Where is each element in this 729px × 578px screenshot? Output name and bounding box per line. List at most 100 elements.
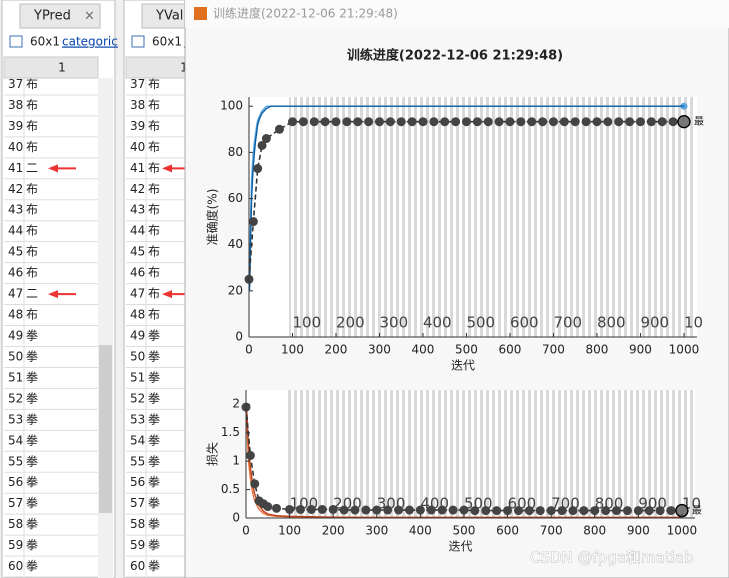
x-tick-label: 800 [583,524,606,538]
x-tick-label: 700 [540,524,563,538]
point-marker [426,505,436,515]
cell[interactable]: 拳 [26,516,38,531]
cell[interactable]: 拳 [148,495,160,510]
row-number: 52 [8,391,23,405]
tab-close[interactable]: × [84,9,95,24]
tab-label[interactable]: YValid [155,9,195,24]
cell[interactable]: 布 [148,98,160,112]
x-tick-label: 1000 [669,343,700,357]
cell[interactable]: 布 [26,224,38,238]
class-link[interactable]: categoric [62,35,118,49]
row-number: 48 [8,308,23,322]
cell[interactable]: 布 [148,203,160,217]
tab[interactable] [19,3,101,29]
cell[interactable]: 布 [148,245,160,259]
tab[interactable] [141,3,222,29]
cell[interactable]: 拳 [26,411,38,426]
row-number: 50 [130,349,145,363]
cell[interactable]: 拳 [26,348,38,363]
cell[interactable]: 拳 [26,558,38,573]
cell[interactable]: 布 [26,182,38,196]
var-icon [9,35,23,48]
cell[interactable]: 布 [26,308,38,322]
cell[interactable]: 布 [148,119,160,133]
cell[interactable]: 拳 [148,516,160,531]
cell[interactable]: 拳 [26,390,38,405]
cell[interactable]: 布 [148,224,160,238]
row-number: 59 [8,538,23,552]
row-number: 41 [130,161,145,175]
cell[interactable]: 拳 [26,537,38,552]
row-number: 59 [130,538,145,552]
epoch-label: 800 [597,314,626,332]
row-number: 38 [8,98,23,112]
y-tick-label: 20 [228,283,243,297]
point-marker [317,504,327,514]
cell[interactable]: 拳 [148,432,160,447]
cell[interactable]: 布 [148,161,160,175]
cell[interactable]: 布 [26,77,38,91]
cell[interactable]: 布 [26,203,38,217]
cell[interactable]: 拳 [26,495,38,510]
cell[interactable]: 拳 [148,453,160,468]
cell[interactable]: 拳 [148,474,160,489]
cell[interactable]: 拳 [26,369,38,384]
y-tick-label: 1 [232,454,240,468]
row-number: 47 [8,287,23,301]
cell[interactable]: 拳 [26,474,38,489]
cell[interactable]: 二 [26,161,38,175]
cell[interactable]: 拳 [148,369,160,384]
cell[interactable]: 布 [26,266,38,280]
point-marker [516,117,526,127]
point-marker [331,117,341,127]
size-label: 60x1 [152,35,182,49]
cell[interactable]: 拳 [26,432,38,447]
cell[interactable]: 布 [26,140,38,154]
point-marker [272,503,282,513]
point-marker [559,117,569,127]
cell[interactable]: 布 [148,287,160,301]
red-arrow [162,164,185,173]
column-header [3,56,99,79]
point-marker [440,117,450,127]
cell[interactable]: 拳 [148,558,160,573]
x-tick-label: 500 [453,524,476,538]
cell[interactable]: 布 [26,119,38,133]
y-tick-label: 40 [228,237,243,251]
cell[interactable]: 拳 [148,390,160,405]
row-number: 42 [130,182,145,196]
cell[interactable]: 布 [148,308,160,322]
cell[interactable]: 布 [148,182,160,196]
cell[interactable]: 布 [148,140,160,154]
cell[interactable]: 拳 [148,537,160,552]
cell[interactable]: 拳 [26,328,38,343]
x-tick-label: 900 [627,524,650,538]
cell[interactable]: 布 [26,245,38,259]
cell[interactable]: 拳 [26,453,38,468]
series-line [248,105,684,291]
row-number: 44 [8,224,23,238]
y-tick-label: 0.5 [221,482,240,496]
point-marker [527,117,537,127]
cell[interactable]: 拳 [148,411,160,426]
tab-label[interactable]: YPred [33,9,71,24]
cell[interactable]: 拳 [148,348,160,363]
point-marker [253,164,263,174]
epoch-label: 100 [292,314,321,332]
cell[interactable]: 布 [148,77,160,91]
point-marker [603,117,613,127]
row-number: 55 [130,454,145,468]
cell[interactable]: 布 [148,266,160,280]
red-arrow [48,164,76,173]
point-marker [644,506,654,516]
y-tick-label: 0 [232,511,240,525]
row-number: 40 [8,140,23,154]
y-tick-label: 60 [228,191,243,205]
training-window: 训练进度(2022-12-06 21:29:48) 训练进度(2022-12-0… [184,0,729,578]
cell[interactable]: 布 [26,98,38,112]
y-axis-label: 准确度(%) [205,189,220,246]
cell[interactable]: 拳 [148,328,160,343]
cell[interactable]: 二 [26,287,38,301]
scroll-thumb[interactable] [99,345,112,513]
